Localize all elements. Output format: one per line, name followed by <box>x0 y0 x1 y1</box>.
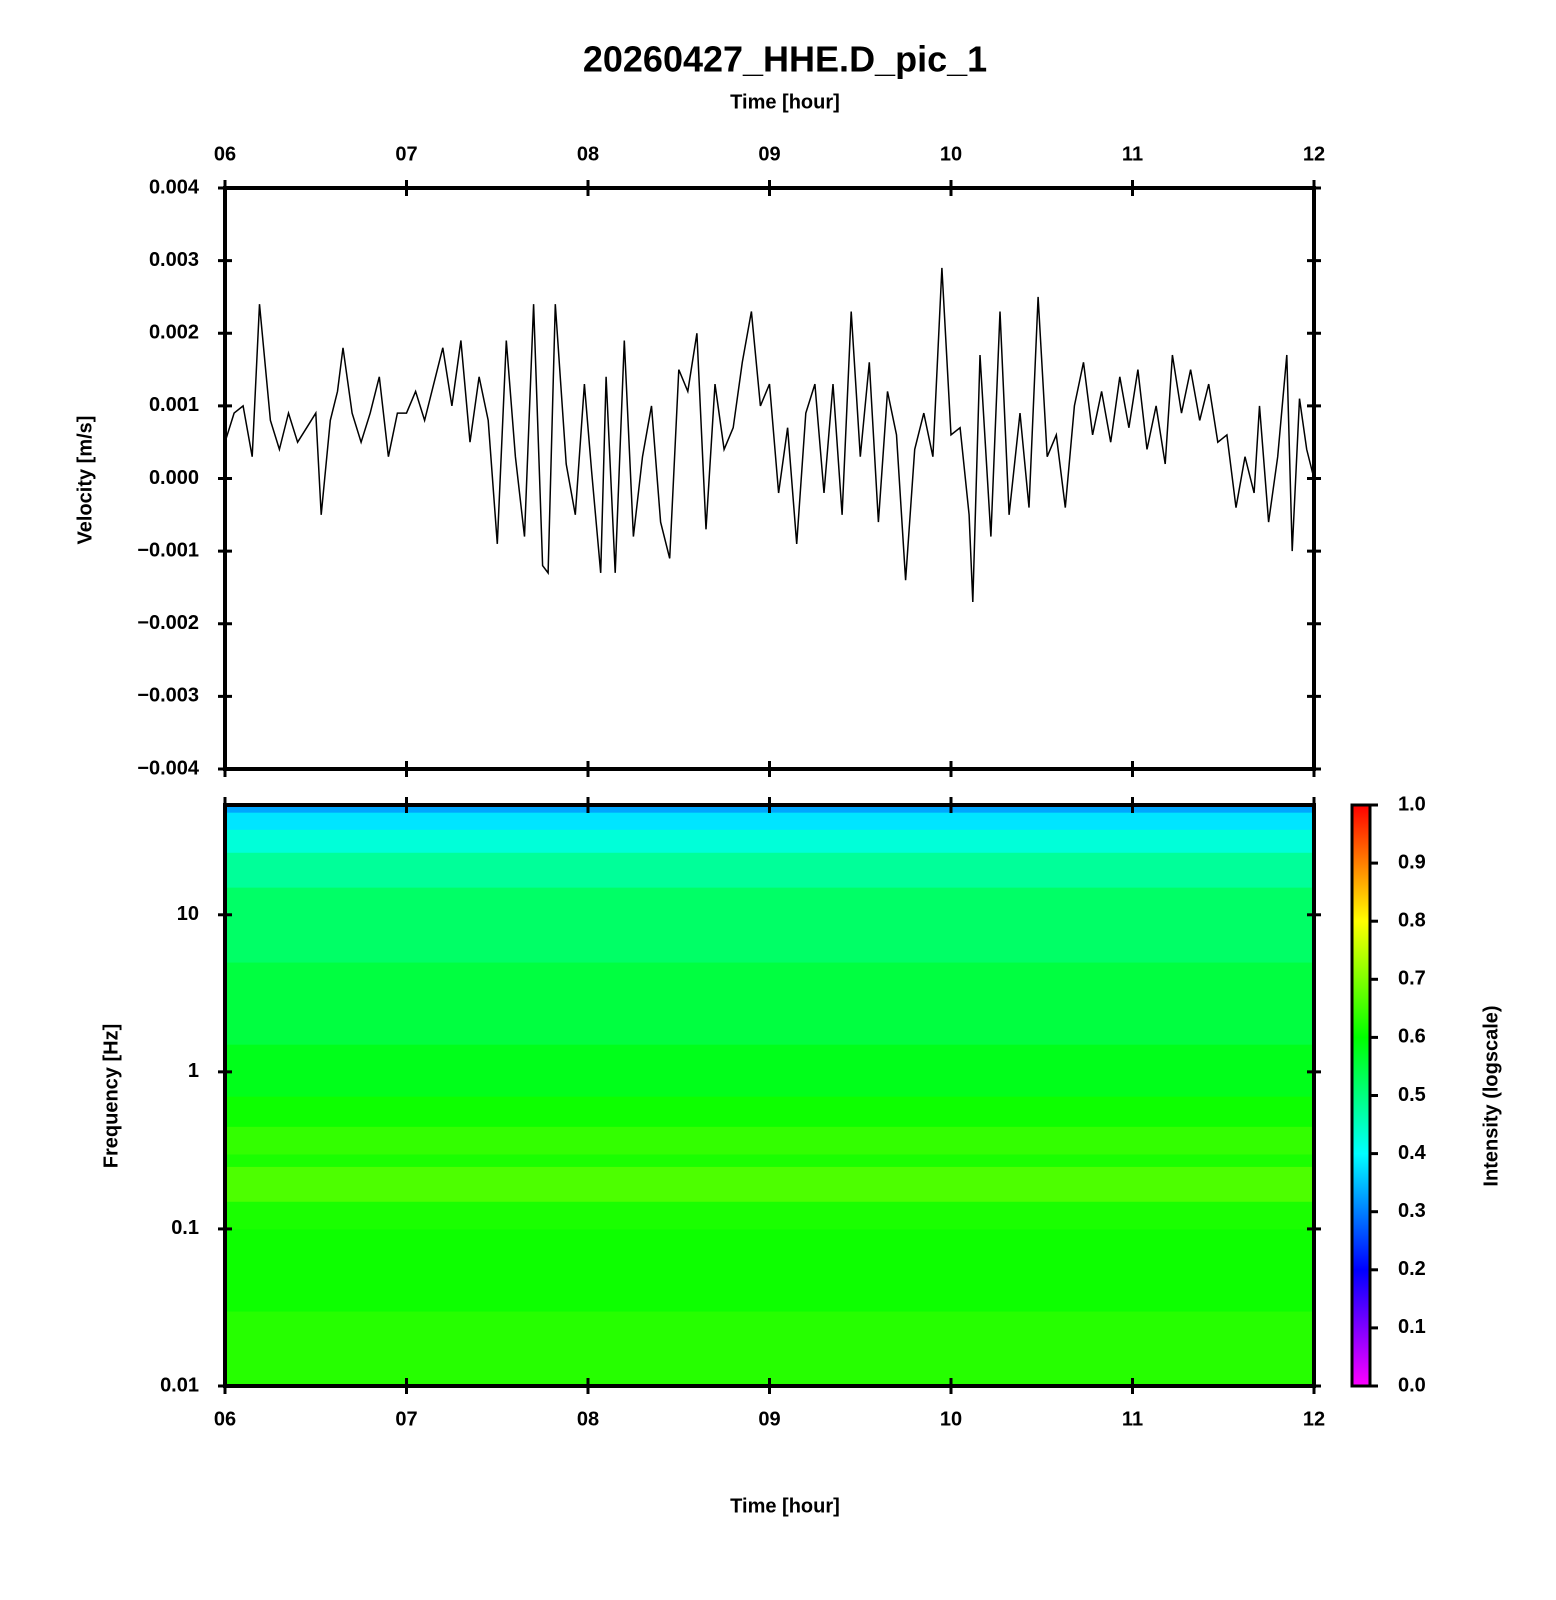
y-tick-label: 10 <box>177 903 199 925</box>
colorbar-tick-label: 0.3 <box>1398 1200 1426 1222</box>
y-axis-title: Frequency [Hz] <box>100 1024 122 1168</box>
y-tick-label: −0.002 <box>137 612 199 634</box>
x-tick-label: 12 <box>1303 1408 1325 1430</box>
heatmap-cell <box>225 1126 1314 1155</box>
x-tick-label: 09 <box>758 1408 780 1430</box>
x-tick-label: 10 <box>940 1408 962 1430</box>
heatmap-cell <box>225 1228 1314 1312</box>
x-tick-label: 07 <box>395 143 417 165</box>
colorbar-tick-label: 1.0 <box>1398 793 1426 815</box>
heatmap-cell <box>225 852 1314 888</box>
colorbar-tick-label: 0.0 <box>1398 1374 1426 1396</box>
x-tick-label: 11 <box>1122 1408 1143 1430</box>
heatmap-cell <box>225 1201 1314 1230</box>
x-tick-label: 06 <box>214 1408 236 1430</box>
heatmap-cell <box>225 1153 1314 1167</box>
colorbar-tick-label: 0.8 <box>1398 909 1426 931</box>
x-tick-label: 10 <box>940 143 962 165</box>
x-axis-title: Time [hour] <box>730 1495 840 1517</box>
colorbar-tick-label: 0.2 <box>1398 1258 1426 1280</box>
y-tick-label: 0.004 <box>149 176 200 198</box>
heatmap-cell <box>225 1096 1314 1127</box>
heatmap-cell <box>225 1044 1314 1097</box>
x-tick-label: 06 <box>214 143 236 165</box>
x-tick-label: 09 <box>758 143 780 165</box>
x-axis-title: Time [hour] <box>730 91 840 113</box>
colorbar-tick-label: 0.6 <box>1398 1026 1426 1048</box>
heatmap-cell <box>225 962 1314 1045</box>
y-tick-label: −0.001 <box>137 539 199 561</box>
y-tick-label: 1 <box>188 1060 199 1082</box>
x-tick-label: 12 <box>1303 143 1325 165</box>
colorbar <box>1350 803 1372 1388</box>
heatmap-cell <box>225 887 1314 963</box>
x-tick-label: 11 <box>1122 143 1143 165</box>
heatmap-cell <box>225 1311 1314 1387</box>
heatmap-cell <box>225 812 1314 830</box>
colorbar-tick-label: 0.4 <box>1398 1142 1427 1164</box>
colorbar-tick-label: 0.7 <box>1398 968 1426 990</box>
y-tick-label: 0.01 <box>160 1374 199 1396</box>
y-tick-label: 0.000 <box>149 467 199 489</box>
y-tick-label: −0.004 <box>137 757 200 779</box>
x-tick-label: 08 <box>577 1408 599 1430</box>
y-axis-title: Velocity [m/s] <box>74 416 96 545</box>
chart-title: 20260427_HHE.D_pic_1 <box>583 39 987 80</box>
y-tick-label: −0.003 <box>137 685 199 707</box>
heatmap-cell <box>225 829 1314 853</box>
y-tick-label: 0.003 <box>149 249 199 271</box>
y-tick-label: 0.001 <box>149 394 199 416</box>
y-tick-label: 0.002 <box>149 322 199 344</box>
colorbar-title: Intensity (logscale) <box>1480 1005 1502 1186</box>
colorbar-tick-label: 0.1 <box>1398 1316 1426 1338</box>
plot-frame <box>223 186 1316 771</box>
colorbar-tick-label: 0.5 <box>1398 1084 1426 1106</box>
x-tick-label: 07 <box>395 1408 417 1430</box>
heatmap-cell <box>225 1166 1314 1202</box>
y-tick-label: 0.1 <box>171 1217 199 1239</box>
x-tick-label: 08 <box>577 143 599 165</box>
colorbar-tick-label: 0.9 <box>1398 851 1426 873</box>
waveform-line <box>224 267 1315 603</box>
